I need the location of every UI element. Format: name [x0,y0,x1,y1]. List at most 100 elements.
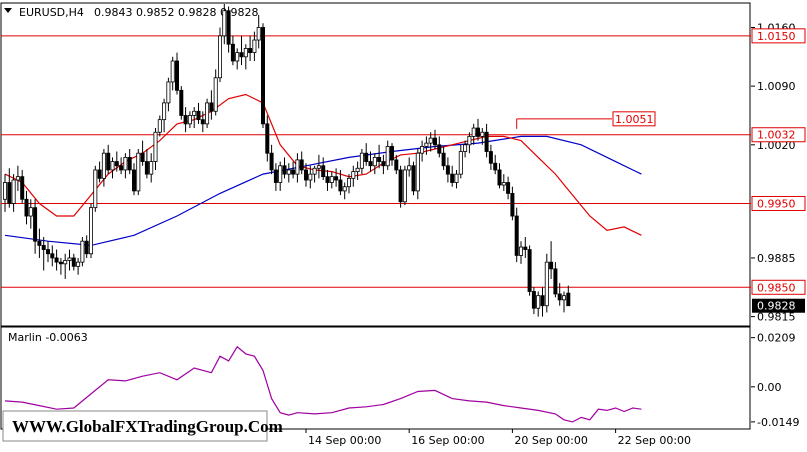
time-tick-label: 20 Sep 00:00 [514,434,587,447]
candle [497,163,502,189]
price-tick-label: 0.9815 [757,311,796,324]
candle [101,148,106,187]
candle [7,168,12,208]
candle [368,151,373,172]
candle [37,228,42,258]
candle [402,165,407,206]
osc-tick-label: 0.00 [757,381,782,394]
candle [187,111,192,129]
candle [463,140,468,158]
level-label-box [751,28,806,44]
candle [544,253,549,313]
candle [291,161,296,179]
candle [566,285,571,307]
candle [76,257,81,275]
candle [445,157,450,183]
candle [273,163,278,191]
candle [15,165,20,191]
candle [24,190,29,225]
candle [501,174,506,191]
candle [450,165,455,187]
candle [428,132,433,152]
candle [179,86,184,120]
candle [471,123,476,145]
time-tick-label: 16 Sep 00:00 [411,434,484,447]
candle [226,6,231,53]
candle [149,153,154,183]
candle [415,148,420,200]
candle [407,157,412,177]
candle [527,245,532,296]
candle [523,236,528,258]
candle [398,165,403,208]
candle [269,144,274,175]
candle [205,98,210,129]
candle [174,52,179,95]
oscillator-line [4,345,642,423]
candle [475,118,480,141]
candle [127,148,132,175]
candle [89,203,94,258]
candle [295,153,300,183]
candle [389,143,394,166]
candle [316,154,321,179]
candle [157,115,162,137]
candle [338,169,343,196]
candle [510,186,515,221]
candle [136,148,141,196]
candle [93,165,98,212]
candle [153,128,158,170]
candle [170,56,175,91]
candle [308,165,313,189]
candle [3,174,8,212]
level-lines: 1.0150 1.0032 0.9950 0.9850 0.9828 [1,28,806,313]
candle [329,171,334,189]
candle [46,241,51,263]
candle [252,31,257,61]
candle [67,249,72,271]
chevron-down-icon[interactable] [4,8,12,13]
candle [519,241,524,264]
candle [123,153,128,179]
level-label-box [751,195,806,211]
slow-ma-line [4,135,642,247]
candle [531,287,536,315]
candle [312,165,317,183]
candle [11,174,16,212]
level-label: 1.0150 [757,30,796,43]
candle [562,291,567,313]
current-price-box [752,298,805,313]
candle [325,169,330,191]
candle [84,235,89,258]
candle [196,102,201,124]
candle [480,128,485,145]
level-label: 0.9950 [757,197,796,210]
candle [278,161,283,191]
level-label-box [751,279,806,295]
candle [553,262,558,298]
candle [441,146,446,170]
candle [394,154,399,175]
candle [200,111,205,133]
candle [28,199,33,229]
candle [222,4,227,45]
candle [58,257,63,275]
candle [144,148,149,179]
candle [140,140,145,166]
watermark-box [2,410,268,442]
candle [359,148,364,175]
candle [424,136,429,155]
candle [437,136,442,158]
candle [377,144,382,169]
candle [364,143,369,166]
candle [119,157,124,175]
candle [557,283,562,306]
candle [346,174,351,194]
candle [536,291,541,317]
candle [235,48,240,70]
candle [230,35,235,66]
time-tick-label: 22 Sep 00:00 [618,434,691,447]
candle [458,144,463,179]
